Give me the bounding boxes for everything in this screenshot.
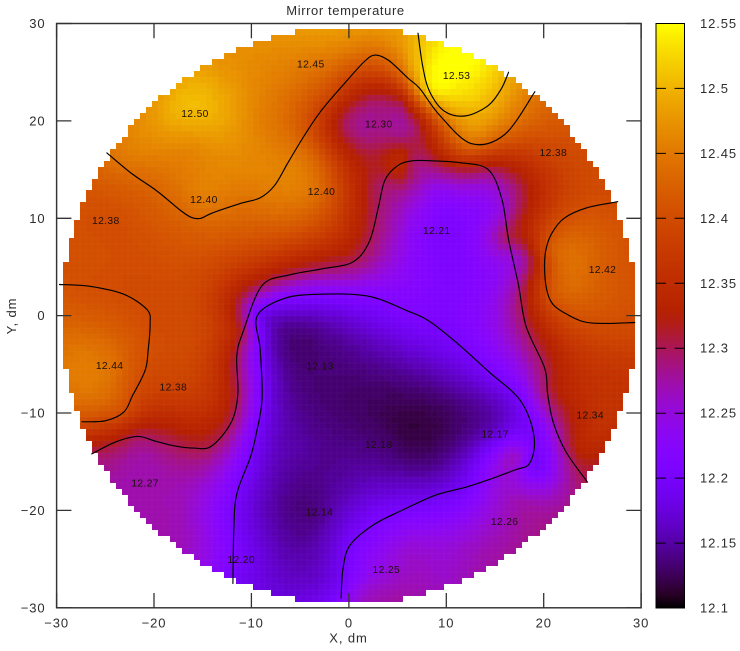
svg-text:12.38: 12.38 xyxy=(160,382,188,393)
svg-text:12.17: 12.17 xyxy=(481,429,509,440)
svg-text:12.13: 12.13 xyxy=(306,362,334,373)
svg-text:12.55: 12.55 xyxy=(700,16,737,31)
svg-text:12.15: 12.15 xyxy=(700,536,737,551)
svg-text:12.2: 12.2 xyxy=(700,471,729,486)
svg-text:30: 30 xyxy=(633,616,649,631)
svg-text:12.14: 12.14 xyxy=(306,508,334,519)
svg-text:12.44: 12.44 xyxy=(96,361,124,372)
svg-text:−20: −20 xyxy=(142,616,167,631)
svg-text:12.18: 12.18 xyxy=(365,440,393,451)
svg-text:−30: −30 xyxy=(44,616,69,631)
svg-text:−30: −30 xyxy=(21,600,46,615)
svg-text:12.20: 12.20 xyxy=(227,555,255,566)
svg-text:12.42: 12.42 xyxy=(589,265,617,276)
svg-text:12.34: 12.34 xyxy=(576,410,604,421)
svg-text:12.25: 12.25 xyxy=(373,565,401,576)
svg-text:12.53: 12.53 xyxy=(443,71,471,82)
svg-text:Y, dm: Y, dm xyxy=(4,298,19,335)
svg-text:12.25: 12.25 xyxy=(700,406,737,421)
svg-text:12.3: 12.3 xyxy=(700,341,729,356)
svg-text:12.35: 12.35 xyxy=(700,276,737,291)
svg-text:0: 0 xyxy=(37,308,45,323)
svg-text:12.40: 12.40 xyxy=(190,195,218,206)
svg-text:12.45: 12.45 xyxy=(700,146,737,161)
svg-text:Mirror temperature: Mirror temperature xyxy=(286,3,404,18)
svg-text:12.5: 12.5 xyxy=(700,81,729,96)
svg-text:12.40: 12.40 xyxy=(308,187,336,198)
svg-text:10: 10 xyxy=(29,211,45,226)
svg-text:12.38: 12.38 xyxy=(92,216,120,227)
svg-text:12.50: 12.50 xyxy=(181,109,209,120)
svg-text:10: 10 xyxy=(438,616,454,631)
svg-text:12.26: 12.26 xyxy=(491,517,519,528)
svg-text:20: 20 xyxy=(536,616,552,631)
svg-text:12.21: 12.21 xyxy=(423,226,451,237)
svg-text:X, dm: X, dm xyxy=(329,631,367,646)
svg-text:−10: −10 xyxy=(239,616,264,631)
svg-text:30: 30 xyxy=(29,16,45,31)
svg-text:12.45: 12.45 xyxy=(297,60,325,71)
svg-text:12.30: 12.30 xyxy=(365,119,393,130)
svg-text:−20: −20 xyxy=(21,503,46,518)
svg-text:12.27: 12.27 xyxy=(131,479,159,490)
svg-text:20: 20 xyxy=(29,113,45,128)
svg-text:12.4: 12.4 xyxy=(700,211,729,226)
svg-text:0: 0 xyxy=(345,616,353,631)
svg-text:12.1: 12.1 xyxy=(700,601,729,616)
svg-text:12.38: 12.38 xyxy=(540,148,568,159)
svg-text:−10: −10 xyxy=(21,406,46,421)
